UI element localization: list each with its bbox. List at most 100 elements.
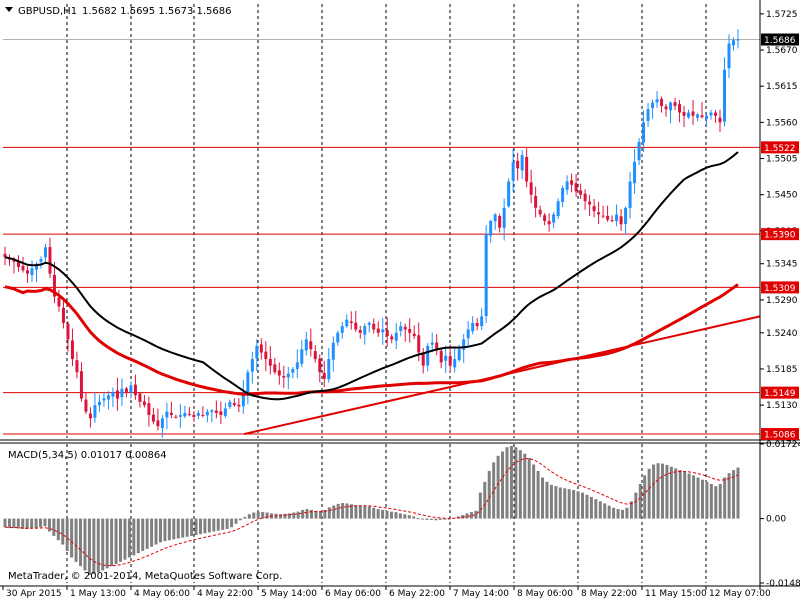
macd-histogram-bar (167, 518, 171, 541)
candle-bearish (187, 413, 191, 415)
macd-histogram-bar (310, 509, 314, 519)
macd-histogram-bar (190, 518, 194, 536)
candle-bullish (628, 181, 632, 209)
price-tick-label: 1.5670 (766, 46, 798, 56)
chart-menu-icon[interactable] (5, 7, 13, 12)
candle-bearish (718, 117, 722, 123)
macd-histogram-bar (221, 518, 225, 530)
macd-histogram-bar (350, 504, 354, 519)
macd-histogram-bar (523, 453, 527, 519)
candle-bearish (70, 340, 74, 360)
candle-bearish (574, 183, 578, 192)
candle-bearish (138, 393, 142, 402)
trendline[interactable] (243, 315, 761, 436)
candle-bearish (16, 261, 20, 268)
macd-histogram-bar (518, 450, 522, 519)
macd-histogram-bar (127, 518, 131, 558)
candle-bearish (421, 353, 425, 366)
candle-bearish (660, 98, 664, 106)
candle-bearish (84, 399, 88, 412)
macd-histogram-bar (274, 513, 278, 519)
candle-bullish (484, 234, 488, 317)
candle-bullish (30, 268, 34, 275)
candle-bearish (169, 412, 173, 415)
macd-histogram-bar (61, 518, 65, 545)
macd-histogram-bar (505, 447, 509, 519)
macd-histogram-bar (87, 518, 91, 575)
price-tick-label: 1.5345 (766, 260, 798, 270)
price-tick-label: 1.5290 (766, 296, 798, 306)
macd-histogram-bar (496, 455, 500, 519)
macd-histogram-bar (638, 483, 642, 519)
level-price-label: 1.5390 (764, 231, 796, 241)
candle-bearish (124, 388, 128, 392)
time-tick-label: 4 May 22:00 (197, 589, 253, 599)
macd-histogram-bar (643, 475, 647, 519)
macd-histogram-bar (438, 518, 442, 520)
macd-histogram-bar (603, 503, 607, 519)
candle-bullish (480, 316, 484, 327)
candle-bullish (97, 401, 101, 406)
macd-histogram-bar (545, 481, 549, 519)
candle-bullish (646, 109, 650, 121)
macd-histogram-bar (172, 518, 176, 540)
macd-histogram-bar (652, 464, 656, 519)
macd-histogram-bar (549, 484, 553, 519)
candle-bearish (403, 326, 407, 330)
time-tick-label: 12 May 07:00 (709, 589, 771, 599)
price-tick-label: 1.5615 (766, 82, 798, 92)
macd-histogram-bar (478, 492, 482, 519)
macd-histogram-bar (141, 518, 145, 552)
macd-histogram-bar (7, 518, 11, 529)
macd-histogram-bar (25, 518, 29, 529)
candle-bullish (363, 326, 367, 335)
candle-bearish (538, 209, 542, 215)
price-tick-label: 1.5240 (766, 329, 798, 339)
candle-bearish (313, 351, 317, 360)
candle-bearish (525, 156, 529, 182)
candle-bullish (502, 207, 506, 228)
macd-histogram-bar (150, 518, 154, 547)
level-price-label: 1.5522 (764, 144, 796, 154)
candle-bearish (88, 413, 92, 419)
macd-histogram-bar (589, 496, 593, 519)
macd-histogram-bar (492, 462, 496, 519)
macd-histogram-bar (65, 518, 69, 552)
candle-bullish (453, 359, 457, 368)
macd-histogram-bar (692, 475, 696, 519)
macd-histogram-bar (381, 509, 385, 519)
macd-histogram-bar (114, 518, 118, 565)
time-tick-label: 5 May 14:00 (261, 589, 317, 599)
macd-histogram-bar (154, 518, 158, 545)
macd-series (3, 445, 740, 575)
candle-bearish (75, 360, 79, 373)
candle-bearish (570, 180, 574, 185)
time-tick-label: 8 May 06:00 (517, 589, 573, 599)
candle-bullish (286, 373, 290, 378)
candle-bearish (66, 323, 70, 340)
candle-bullish (669, 102, 673, 111)
macd-histogram-bar (327, 507, 331, 519)
level-price-badge (761, 386, 799, 399)
macd-histogram-bar (47, 518, 51, 532)
macd-histogram-bar (563, 488, 567, 519)
macd-histogram-bar (687, 473, 691, 519)
candle-bearish (385, 329, 389, 337)
macd-histogram-bar (261, 512, 265, 519)
macd-histogram-bar (429, 518, 433, 520)
macd-histogram-bar (79, 518, 83, 567)
macd-histogram-bar (469, 512, 473, 519)
macd-histogram-bar (527, 458, 531, 519)
candle-bullish (444, 355, 448, 361)
candle-bearish (264, 351, 268, 360)
candle-bullish (732, 40, 736, 46)
candle-bullish (39, 259, 43, 262)
macd-histogram-bar (407, 515, 411, 519)
candle-bearish (678, 104, 682, 113)
candle-bullish (300, 349, 304, 364)
macd-histogram-bar (203, 518, 207, 534)
macd-tick-label: 0.01724 (766, 440, 800, 450)
ohlc-header: 1.5682 1.5695 1.5673 1.5686 (82, 6, 232, 17)
